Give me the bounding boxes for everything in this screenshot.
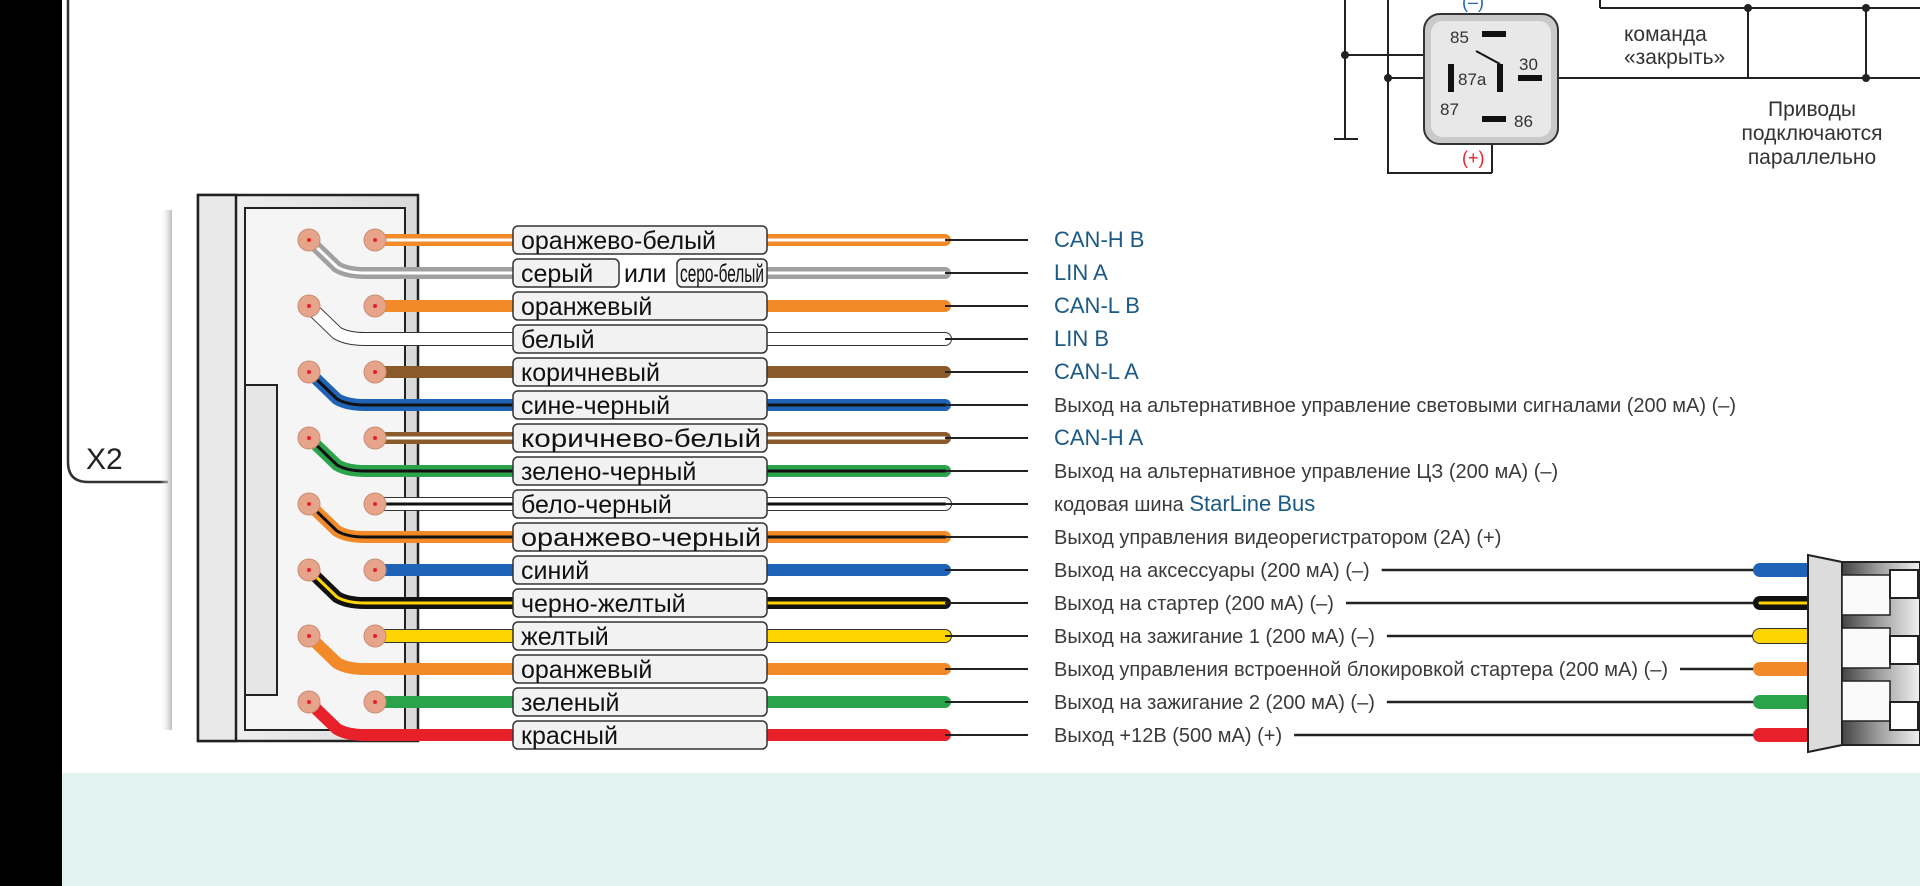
wire-color-label-4: белый xyxy=(512,324,768,354)
svg-text:синий: синий xyxy=(521,557,589,585)
wire-color-label-12: черно-желтый xyxy=(512,588,768,618)
output-plug xyxy=(1807,553,1920,754)
relay-circuit xyxy=(1334,0,1920,174)
wire-function-2: LIN A xyxy=(1054,260,1108,285)
wire-color-label-5: коричневый xyxy=(512,357,768,387)
svg-text:коричнево-белый: коричнево-белый xyxy=(521,425,761,453)
connector-pin-7 xyxy=(363,426,387,450)
relay-plus-sign: (+) xyxy=(1462,148,1485,168)
svg-text:оранжево-белый: оранжево-белый xyxy=(521,227,716,255)
wire-function-12: Выход на стартер (200 мА) (–) xyxy=(1054,593,1334,615)
wire-in-6 xyxy=(303,366,519,411)
wire-function-8: Выход на альтернативное управление ЦЗ (2… xyxy=(1054,461,1558,483)
wire-function-16: Выход +12В (500 мА) (+) xyxy=(1054,725,1282,747)
wire-in-2 xyxy=(303,234,519,279)
connector-pin-6 xyxy=(297,360,321,384)
svg-text:зеленый: зеленый xyxy=(521,689,620,717)
svg-text:серо-белый: серо-белый xyxy=(680,260,764,288)
wire-in-16 xyxy=(303,696,519,741)
actuators-note-line2: подключаются xyxy=(1742,122,1883,145)
actuators-note-line3: параллельно xyxy=(1748,146,1876,169)
wire-color-label-15: зеленый xyxy=(512,687,768,717)
svg-text:или: или xyxy=(624,260,667,288)
wire-function-9: кодовая шина StarLine Bus xyxy=(1054,491,1315,516)
wire-function-3: CAN-L B xyxy=(1054,293,1140,318)
actuators-note-line1: Приводы xyxy=(1768,98,1856,121)
wire-function-4: LIN B xyxy=(1054,326,1109,351)
command-label-line1: команда xyxy=(1624,23,1707,46)
wire-color-label-6: сине-черный xyxy=(512,390,768,420)
connector-pin-8 xyxy=(297,426,321,450)
relay-pin-87a: 87a xyxy=(1458,70,1487,89)
footer-band xyxy=(62,773,1920,886)
wire-color-label-13: желтый xyxy=(512,621,768,651)
svg-text:сине-черный: сине-черный xyxy=(521,392,670,420)
relay-pin-87: 87 xyxy=(1440,100,1459,119)
svg-text:белый: белый xyxy=(521,326,595,354)
connector-pin-2 xyxy=(297,228,321,252)
connector-pin-15 xyxy=(363,690,387,714)
relay-pin-85: 85 xyxy=(1450,28,1469,47)
svg-text:коричневый: коричневый xyxy=(521,359,660,387)
svg-text:серый: серый xyxy=(521,260,593,288)
svg-text:оранжевый: оранжевый xyxy=(521,293,652,321)
wire-in-4 xyxy=(302,299,520,346)
connector-pin-14 xyxy=(297,624,321,648)
connector-pin-10 xyxy=(297,492,321,516)
svg-text:бело-черный: бело-черный xyxy=(521,491,672,519)
connector-pin-5 xyxy=(363,360,387,384)
x2-bracket xyxy=(66,0,172,730)
connector-pin-16 xyxy=(297,690,321,714)
wire-in-14 xyxy=(303,630,519,675)
svg-text:черно-желтый: черно-желтый xyxy=(521,590,686,618)
wire-color-label-7: коричнево-белый xyxy=(512,423,768,453)
wire-color-label-11: синий xyxy=(512,555,768,585)
connector-pin-3 xyxy=(363,294,387,318)
connector-pin-1 xyxy=(363,228,387,252)
wire-color-label-2: серый или серо-белый xyxy=(512,258,768,288)
connector-label: X2 xyxy=(86,443,123,476)
wire-function-13: Выход на зажигание 1 (200 мА) (–) xyxy=(1054,626,1375,648)
wire-function-15: Выход на зажигание 2 (200 мА) (–) xyxy=(1054,692,1375,714)
wire-function-14: Выход управления встроенной блокировкой … xyxy=(1054,659,1668,681)
wire-color-label-16: красный xyxy=(512,720,768,750)
svg-text:оранжевый: оранжевый xyxy=(521,656,652,684)
wire-color-label-3: оранжевый xyxy=(512,291,768,321)
wire-color-label-1: оранжево-белый xyxy=(512,225,768,255)
connector-pin-11 xyxy=(363,558,387,582)
wire-color-label-14: оранжевый xyxy=(512,654,768,684)
wire-function-10: Выход управления видеорегистратором (2А)… xyxy=(1054,527,1501,549)
svg-text:зелено-черный: зелено-черный xyxy=(521,458,696,486)
connector-pin-9 xyxy=(363,492,387,516)
svg-text:оранжево-черный: оранжево-черный xyxy=(521,524,761,552)
wire-color-label-9: бело-черный xyxy=(512,489,768,519)
wire-in-10 xyxy=(303,498,519,543)
wire-function-7: CAN-H A xyxy=(1054,425,1144,450)
svg-text:красный: красный xyxy=(521,722,618,750)
relay-minus-sign: (–) xyxy=(1462,0,1484,12)
wire-in-12 xyxy=(303,564,519,609)
connector-pin-4 xyxy=(297,294,321,318)
wire-color-label-10: оранжево-черный xyxy=(512,522,768,552)
wire-function-11: Выход на аксессуары (200 мА) (–) xyxy=(1054,560,1370,582)
left-black-bar xyxy=(0,0,62,886)
wire-in-8 xyxy=(303,432,519,477)
wire-color-label-8: зелено-черный xyxy=(512,456,768,486)
wire-function-5: CAN-L A xyxy=(1054,359,1139,384)
connector-pin-13 xyxy=(363,624,387,648)
relay-pin-86: 86 xyxy=(1514,112,1533,131)
command-label-line2: «закрыть» xyxy=(1624,46,1725,69)
svg-text:желтый: желтый xyxy=(521,623,609,651)
connector-pin-12 xyxy=(297,558,321,582)
relay-pin-30: 30 xyxy=(1519,55,1538,74)
wire-function-1: CAN-H B xyxy=(1054,227,1144,252)
wire-function-6: Выход на альтернативное управление свето… xyxy=(1054,395,1736,417)
